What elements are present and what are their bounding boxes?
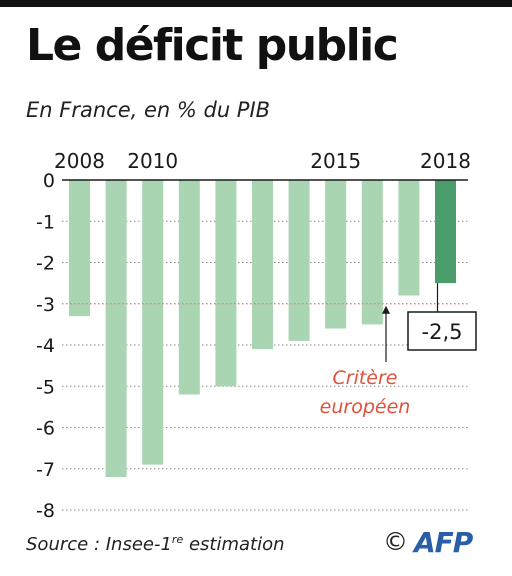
value-callout-box — [407, 311, 477, 351]
bar — [435, 180, 456, 284]
source-note: Source : Insee-1re estimation — [26, 533, 285, 555]
bar — [178, 180, 200, 395]
value-callout-label: -2,5 — [422, 320, 463, 344]
x-tick-label: 2018 — [420, 149, 471, 173]
top-rule — [0, 0, 512, 7]
source-prefix: Source : Insee-1 — [26, 534, 172, 555]
y-tick-label: -8 — [36, 500, 55, 522]
y-tick-label: -7 — [36, 459, 55, 481]
bar — [361, 180, 383, 325]
y-tick-label: -6 — [36, 418, 55, 440]
bar — [142, 180, 164, 465]
bar — [69, 180, 90, 317]
reference-arrow-head — [382, 305, 390, 314]
bar — [398, 180, 420, 296]
x-tick-label: 2008 — [54, 149, 105, 173]
chart-subtitle: En France, en % du PIB — [26, 98, 271, 122]
x-tick-label: 2015 — [310, 149, 361, 173]
bar — [252, 180, 273, 350]
y-tick-label: -3 — [36, 294, 55, 316]
y-tick-label: 0 — [43, 170, 55, 192]
bar — [325, 180, 347, 329]
reference-label: européen — [320, 396, 411, 418]
y-tick-label: -5 — [36, 376, 55, 398]
y-tick-label: -4 — [36, 335, 55, 357]
y-tick-label: -1 — [36, 211, 55, 233]
reference-label: Critère — [333, 367, 398, 389]
y-tick-label: -2 — [36, 253, 55, 275]
copyright-icon: © — [383, 527, 408, 556]
source-superscript: re — [171, 533, 184, 546]
bar — [288, 180, 310, 341]
source-suffix: estimation — [183, 534, 285, 555]
bar — [215, 180, 237, 387]
x-tick-label: 2010 — [127, 149, 178, 173]
bar — [105, 180, 127, 477]
afp-logo: AFP — [414, 526, 473, 559]
chart-title: Le déficit public — [26, 20, 399, 71]
